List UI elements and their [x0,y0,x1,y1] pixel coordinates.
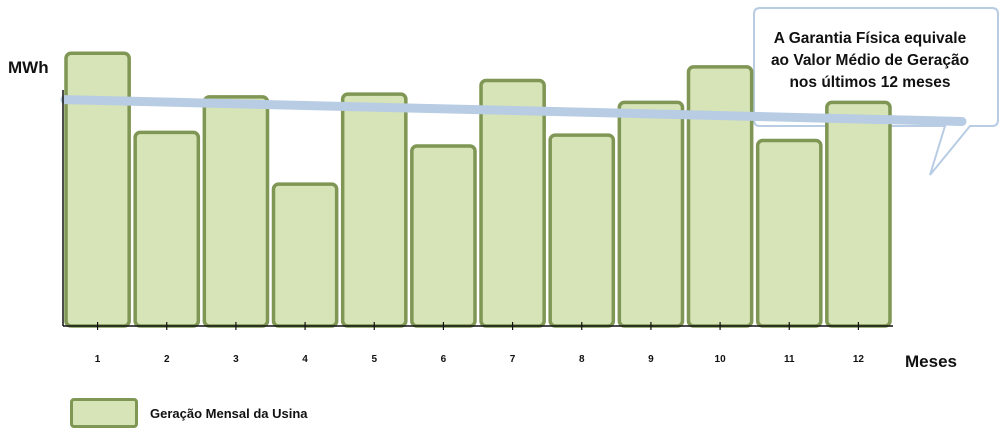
trend-line [60,95,967,126]
bar-month-4 [271,182,339,328]
x-axis-label: Meses [905,352,957,371]
x-tick-label: 3 [233,354,239,365]
bar-month-5 [340,92,408,328]
callout-bubble [753,7,999,176]
x-tick-label: 6 [441,354,447,365]
legend-label: Geração Mensal da Usina [150,405,308,421]
callout-line-2: ao Valor Médio de Geração [770,52,970,69]
callout-line-3: nos últimos 12 meses [789,74,951,91]
x-tick-label: 9 [648,354,654,365]
legend-swatch [70,398,138,428]
x-tick-label: 5 [371,354,377,365]
bar-month-7 [479,78,546,328]
x-tick-label: 2 [164,354,170,365]
x-tick-label: 7 [510,354,516,365]
x-tick-label: 11 [784,354,795,365]
legend: Geração Mensal da Usina [70,398,308,428]
bar-month-8 [548,133,616,328]
x-tick-label: 4 [302,354,308,365]
bar-month-9 [617,100,685,328]
x-tick-label: 8 [579,354,585,365]
callout-line-1: A Garantia Física equivale [773,30,967,47]
x-tick-label: 10 [715,354,727,365]
bar-month-12 [825,100,892,328]
bar-month-6 [410,144,477,328]
bar-month-1 [64,51,131,328]
x-tick-label: 1 [95,354,101,365]
y-axis-label: MWh [8,58,49,77]
bar-month-10 [686,65,754,328]
ticks-layer: 1 2 3 4 5 6 7 8 9 10 11 12 [95,322,865,365]
bar-month-3 [202,95,270,328]
x-tick-label: 12 [853,354,865,365]
bar-month-2 [133,130,201,328]
callout-text: A Garantia Física equivale ao Valor Médi… [752,28,988,94]
bar-month-11 [755,138,823,328]
